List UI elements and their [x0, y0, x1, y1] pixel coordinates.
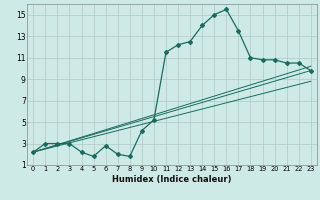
X-axis label: Humidex (Indice chaleur): Humidex (Indice chaleur)	[112, 175, 232, 184]
